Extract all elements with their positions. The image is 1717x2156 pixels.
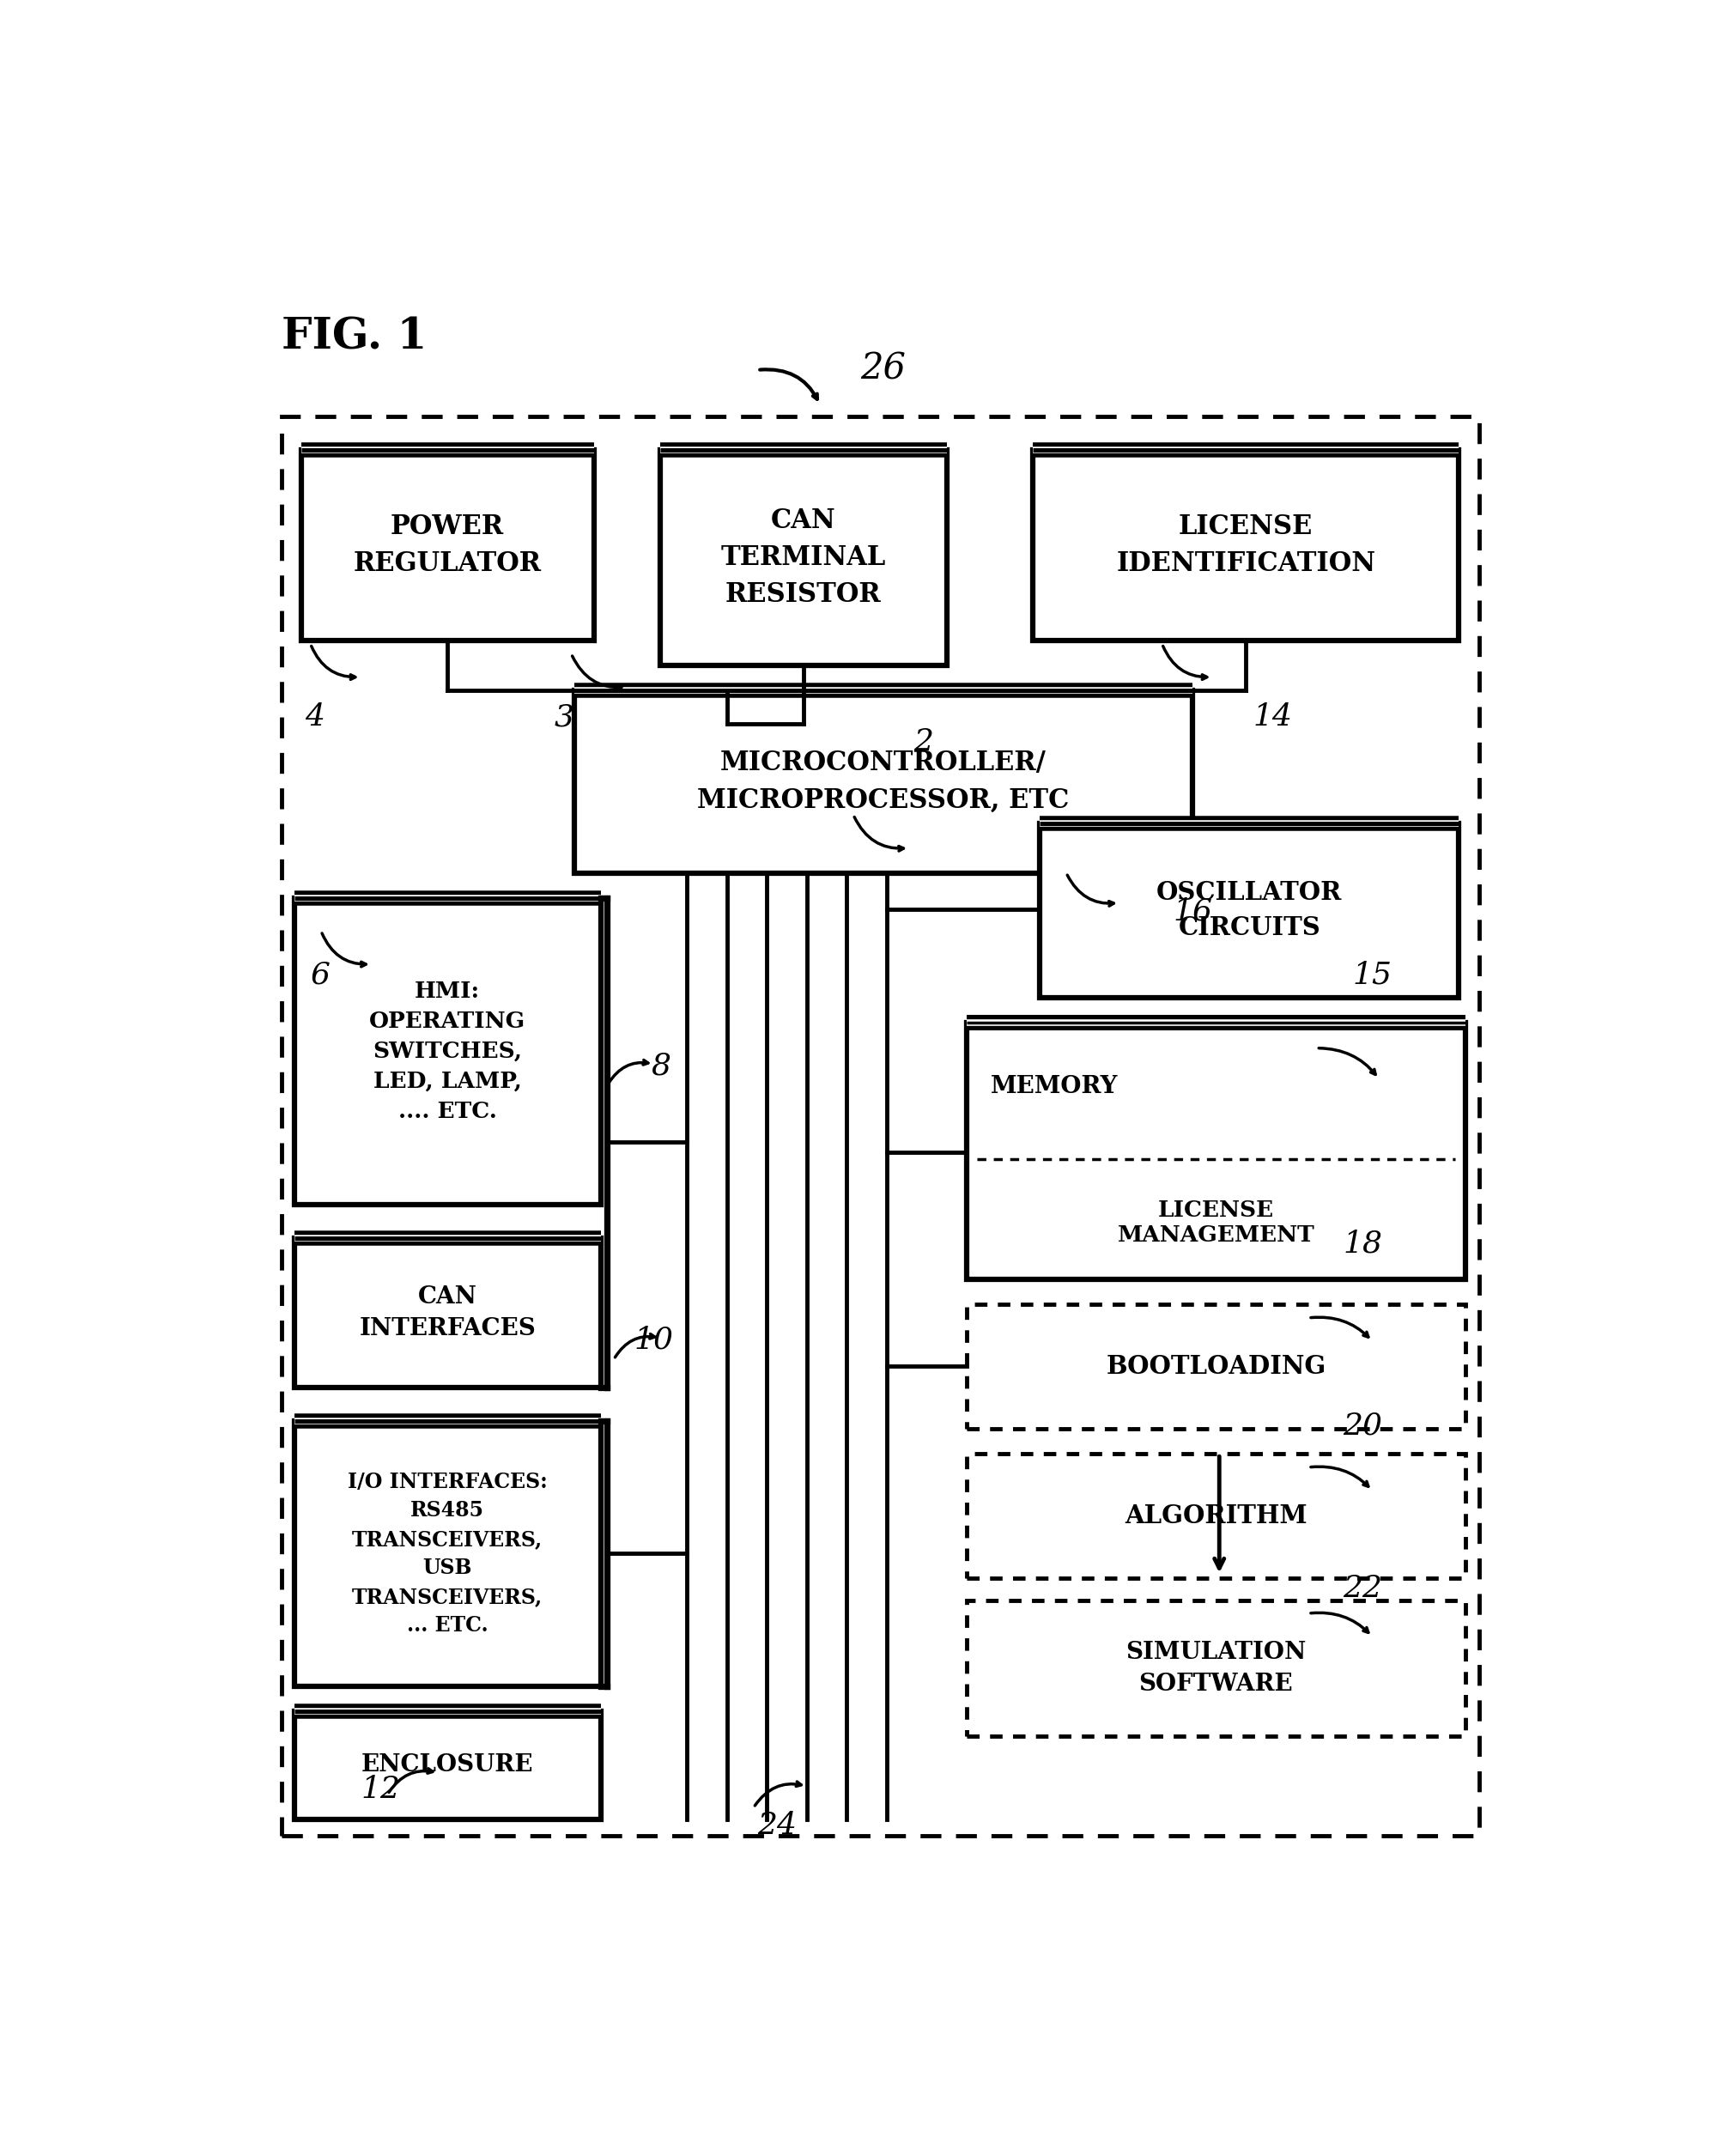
Text: 10: 10 (634, 1326, 673, 1354)
Bar (295, 1238, 601, 1388)
Bar (282, 416, 1478, 1837)
Text: 22: 22 (1343, 1574, 1382, 1604)
Text: 18: 18 (1343, 1229, 1382, 1259)
Text: FIG. 1: FIG. 1 (282, 317, 426, 358)
Text: 26: 26 (860, 351, 905, 386)
Bar (661, 451, 946, 666)
Bar (967, 1600, 1466, 1736)
Text: 20: 20 (1343, 1412, 1382, 1440)
Text: 16: 16 (1173, 897, 1212, 927)
Text: ALGORITHM: ALGORITHM (1125, 1505, 1307, 1529)
Text: CAN
INTERFACES: CAN INTERFACES (359, 1285, 536, 1341)
Bar (295, 1421, 601, 1686)
Bar (1034, 451, 1459, 640)
Bar (300, 451, 594, 640)
Bar (295, 1712, 601, 1820)
Text: 24: 24 (757, 1811, 797, 1839)
Text: MICROCONTROLLER/
MICROPROCESSOR, ETC: MICROCONTROLLER/ MICROPROCESSOR, ETC (697, 750, 1070, 813)
Text: OSCILLATOR
CIRCUITS: OSCILLATOR CIRCUITS (1156, 880, 1343, 940)
Text: 2: 2 (913, 727, 932, 757)
Text: 15: 15 (1353, 959, 1392, 990)
Text: SIMULATION
SOFTWARE: SIMULATION SOFTWARE (1126, 1641, 1307, 1697)
Text: LICENSE
MANAGEMENT: LICENSE MANAGEMENT (1118, 1201, 1315, 1246)
Text: I/O INTERFACES:
RS485
TRANSCEIVERS,
USB
TRANSCEIVERS,
... ETC.: I/O INTERFACES: RS485 TRANSCEIVERS, USB … (347, 1470, 548, 1636)
Bar (573, 690, 1193, 873)
Text: LICENSE
IDENTIFICATION: LICENSE IDENTIFICATION (1116, 513, 1375, 578)
Text: HMI:
OPERATING
SWITCHES,
LED, LAMP,
.... ETC.: HMI: OPERATING SWITCHES, LED, LAMP, ....… (369, 981, 525, 1123)
Bar (967, 1022, 1466, 1281)
Text: 8: 8 (651, 1052, 671, 1080)
Text: 4: 4 (306, 703, 325, 731)
Bar (1041, 824, 1459, 998)
Bar (967, 1304, 1466, 1429)
Text: ENCLOSURE: ENCLOSURE (361, 1753, 534, 1777)
Text: 14: 14 (1253, 703, 1293, 731)
Text: MEMORY: MEMORY (991, 1076, 1118, 1097)
Text: BOOTLOADING: BOOTLOADING (1106, 1354, 1326, 1380)
Text: 12: 12 (361, 1774, 400, 1805)
Text: 3: 3 (555, 703, 573, 731)
Text: CAN
TERMINAL
RESISTOR: CAN TERMINAL RESISTOR (721, 507, 886, 608)
Text: 6: 6 (311, 959, 330, 990)
Text: POWER
REGULATOR: POWER REGULATOR (354, 513, 541, 578)
Bar (295, 897, 601, 1205)
Bar (967, 1453, 1466, 1578)
